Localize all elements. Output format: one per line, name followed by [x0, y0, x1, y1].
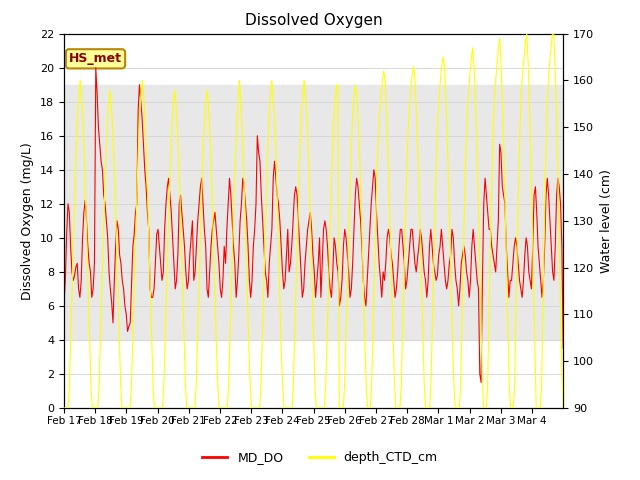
- Text: HS_met: HS_met: [69, 52, 122, 65]
- Title: Dissolved Oxygen: Dissolved Oxygen: [244, 13, 383, 28]
- Bar: [64, 84, 563, 340]
- Legend: MD_DO, depth_CTD_cm: MD_DO, depth_CTD_cm: [197, 446, 443, 469]
- Y-axis label: Dissolved Oxygen (mg/L): Dissolved Oxygen (mg/L): [22, 142, 35, 300]
- Y-axis label: Water level (cm): Water level (cm): [600, 169, 612, 273]
